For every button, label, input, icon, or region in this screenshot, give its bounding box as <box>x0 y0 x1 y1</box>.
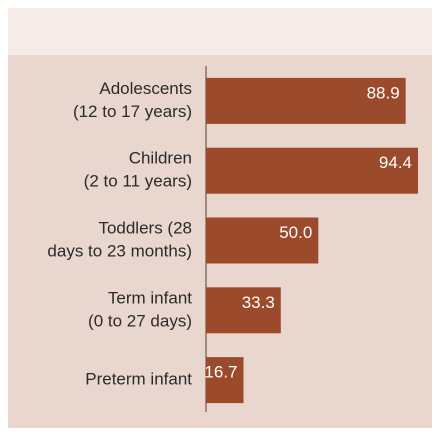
bar <box>206 357 244 404</box>
category-label: (2 to 11 years) <box>84 172 192 191</box>
category-label: (12 to 17 years) <box>73 102 192 121</box>
value-label: 16.7 <box>204 363 237 382</box>
bar <box>206 147 419 194</box>
value-label: 88.9 <box>367 83 400 102</box>
value-label: 33.3 <box>242 293 275 312</box>
category-label: Term infant <box>108 288 192 307</box>
bar <box>206 217 319 264</box>
category-label: Toddlers (28 <box>98 218 192 237</box>
category-label: Children <box>129 149 192 168</box>
category-label: (0 to 27 days) <box>88 311 192 330</box>
category-label: Adolescents <box>99 79 192 98</box>
category-label: Preterm infant <box>85 370 192 389</box>
header-band <box>8 8 432 55</box>
category-label: days to 23 months) <box>47 241 192 260</box>
value-label: 94.4 <box>379 153 412 172</box>
bar <box>206 77 406 124</box>
value-label: 50.0 <box>279 223 312 242</box>
bar <box>206 287 281 334</box>
